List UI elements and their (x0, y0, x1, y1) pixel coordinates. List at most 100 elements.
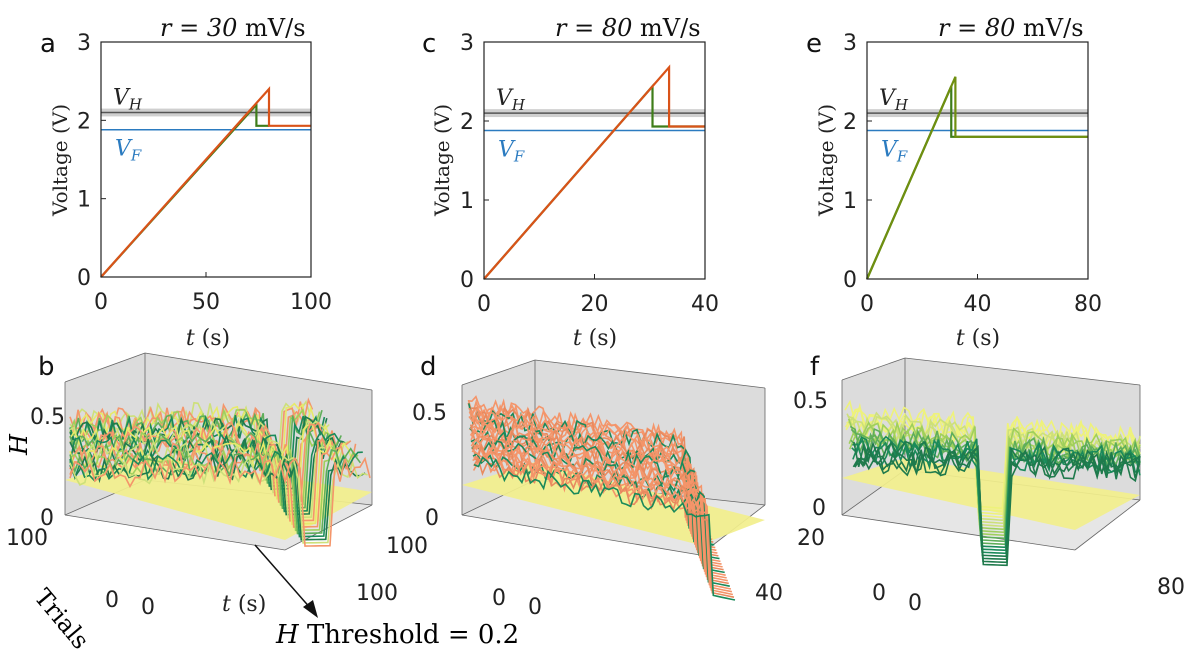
xtick-label-c-0: 0 (477, 292, 491, 317)
xlabel-c: t (s) (573, 326, 617, 351)
panel-f: f 0.5 0 20 0 0 80 (793, 352, 1185, 616)
xtick-d-low: 0 (528, 595, 542, 620)
box-edge-d-4 (534, 359, 766, 389)
trace-d-9 (469, 419, 715, 546)
series-orange-c (483, 64, 705, 280)
xtick-b-low: 0 (141, 595, 155, 620)
ytick-label-e-0: 0 (843, 268, 857, 293)
panel-letter-b: b (38, 352, 55, 382)
xtick-label-e-2: 80 (1074, 292, 1102, 317)
xtick-f-high: 80 (1157, 575, 1185, 600)
xlabel-b: t (s) (222, 592, 266, 617)
xtick-label-a-0: 0 (94, 290, 108, 315)
box-edge-f-8 (1074, 499, 1141, 551)
series-olive-e (865, 76, 1088, 280)
box-edge-d-7 (461, 514, 701, 556)
threshold-plane-f (842, 458, 1140, 530)
trace-d-13 (469, 424, 719, 557)
vh-label-e: VH (879, 86, 909, 114)
3d-box-b (64, 352, 373, 551)
xtick-label-a-2: 100 (290, 290, 332, 315)
ytick-d-high: 100 (386, 534, 428, 559)
trace-d-12 (469, 422, 718, 554)
box-edge-d-3 (461, 359, 536, 386)
panel-c: c r = 80 mV/s Voltage (V) t (s) 0 20 40 0 1 2… (422, 14, 719, 351)
series-orange-a (100, 86, 311, 278)
box-edge-b-3 (64, 352, 146, 383)
ytick-label-e-1: 1 (843, 189, 857, 214)
ztick-d-high: 0.5 (412, 401, 447, 426)
ytick-label-c-2: 2 (460, 110, 474, 135)
ylabel-a: Voltage (V) (48, 104, 72, 217)
ytick-label-e-2: 2 (843, 110, 857, 135)
trace-f-7 (847, 418, 1141, 531)
xtick-d-high: 40 (755, 581, 783, 606)
panel-letter-e: e (806, 29, 822, 59)
xtick-label-a-1: 50 (192, 290, 220, 315)
ztick-d-low: 0 (425, 506, 439, 531)
trace-d-18 (471, 435, 724, 571)
trace-b-18 (69, 438, 354, 525)
xtick-label-c-2: 40 (691, 292, 719, 317)
ytick-label-a-3: 3 (77, 31, 91, 56)
title-e: r = 80 mV/s (938, 14, 1084, 42)
threshold-arrow-line (254, 544, 313, 611)
vh-label-a: VH (113, 86, 143, 114)
vf-label-a: VF (115, 137, 142, 165)
ytick-label-e-3: 3 (843, 31, 857, 56)
trace-b-25 (69, 456, 371, 547)
trace-f-15 (852, 438, 1141, 555)
ztick-f-low: 0 (812, 496, 826, 521)
axes-c: 0 20 40 0 1 2 3 VH VF (460, 31, 719, 317)
panel-letter-a: a (40, 29, 56, 59)
ytick-f-high: 20 (797, 526, 825, 551)
axes-e: 0 40 80 0 1 2 3 VH VF (843, 31, 1102, 317)
ztick-b-low: 0 (40, 506, 54, 531)
trace-b-19 (69, 443, 357, 528)
ytick-f-low: 0 (872, 581, 886, 606)
zlabel-b: H (5, 433, 33, 456)
threshold-annotation: H Threshold = 0.2 (254, 544, 519, 650)
trace-b-22 (69, 450, 363, 538)
ytick-label-a-1: 1 (77, 188, 91, 213)
xtick-f-low: 0 (908, 591, 922, 616)
box-edge-b-7 (64, 514, 286, 551)
ytick-label-a-0: 0 (77, 266, 91, 291)
ytick-d-low: 0 (492, 586, 506, 611)
ytick-label-c-3: 3 (460, 31, 474, 56)
ylabel-e: Voltage (V) (814, 104, 838, 217)
ztick-f-high: 0.5 (793, 389, 828, 414)
box-edge-b-4 (144, 352, 373, 391)
trace-f-18 (853, 445, 1141, 564)
xlabel-a: t (s) (186, 326, 230, 351)
panel-d: d 0.5 0 100 0 0 40 (386, 352, 783, 620)
ytick-b-high: 100 (6, 526, 48, 551)
trace-d-7 (468, 411, 713, 541)
3d-box-d (461, 359, 766, 601)
ytick-label-c-1: 1 (460, 189, 474, 214)
title-a: r = 30 mV/s (160, 14, 306, 42)
xtick-label-e-0: 0 (860, 292, 874, 317)
ytick-label-c-0: 0 (460, 268, 474, 293)
vh-label-c: VH (496, 86, 526, 114)
trace-d-11 (469, 419, 717, 552)
panel-letter-f: f (810, 352, 820, 382)
trace-f-0 (844, 399, 1141, 510)
3d-box-f (841, 357, 1141, 567)
xtick-label-c-1: 20 (581, 292, 609, 317)
ytick-label-a-2: 2 (77, 109, 91, 134)
ylabel-b: Trials (29, 583, 95, 653)
trace-f-19 (854, 447, 1141, 567)
series-green-a (100, 101, 269, 278)
panel-b: b H 0.5 0 100 0 Trials 0 100 t (s) (5, 352, 398, 653)
ztick-b-high: 0.5 (30, 405, 65, 430)
ytick-b-low: 0 (105, 588, 119, 613)
xtick-label-e-1: 40 (964, 292, 992, 317)
box-edge-f-3 (841, 357, 906, 381)
box-edge-f-7 (841, 514, 1076, 551)
panel-e: e r = 80 mV/s Voltage (V) t (s) 0 40 80 0 1 2… (806, 14, 1102, 351)
vf-label-c: VF (498, 137, 525, 165)
panel-a: a r = 30 mV/s Voltage (V) t (s) 0 50 100 0 1… (40, 14, 332, 351)
ylabel-c: Voltage (V) (430, 104, 454, 217)
